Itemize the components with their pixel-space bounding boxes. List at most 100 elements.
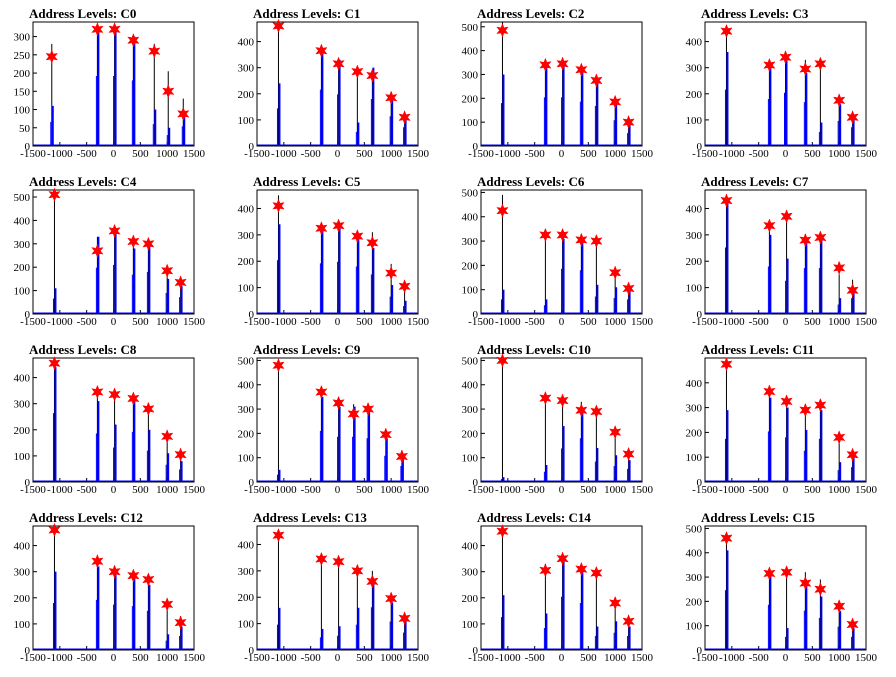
x-tick-label: -500 (77, 148, 98, 160)
y-tick-label: 100 (238, 283, 255, 295)
x-tick-label: 500 (132, 652, 149, 664)
peak-marker (384, 591, 398, 606)
peak-marker (846, 110, 859, 125)
peak-marker (720, 23, 733, 39)
peak-marker (174, 615, 187, 630)
x-tick-label: 1500 (183, 652, 206, 664)
y-tick-label: 400 (238, 37, 255, 49)
y-tick-label: 100 (462, 619, 479, 631)
y-tick-label: 400 (14, 215, 31, 227)
peak-marker (832, 599, 846, 614)
peak-marker (590, 73, 603, 88)
x-tick-label: 0 (783, 484, 789, 496)
y-tick-label: 100 (238, 453, 255, 465)
peak-marker (799, 232, 812, 248)
x-tick-label: -1500 (244, 484, 270, 496)
y-tick-label: 500 (462, 187, 479, 199)
peak-marker (398, 279, 411, 294)
x-tick-label: 1500 (855, 484, 878, 496)
peak-marker (608, 595, 622, 611)
x-tick-label: 1500 (407, 484, 430, 496)
x-tick-label: -1500 (244, 148, 270, 160)
peak-marker (351, 64, 364, 79)
x-tick-label: -1000 (495, 652, 521, 664)
peak-marker (332, 218, 345, 233)
peak-marker (539, 563, 552, 578)
peak-marker (91, 384, 104, 400)
peak-marker (398, 611, 411, 626)
peak-marker (556, 227, 569, 243)
peak-marker (48, 522, 61, 538)
y-tick-label: 100 (462, 285, 479, 297)
y-tick-label: 100 (14, 451, 31, 463)
peak-marker (351, 563, 364, 579)
y-tick-label: 400 (462, 212, 479, 224)
x-tick-label: -1500 (20, 652, 46, 664)
peak-marker (127, 568, 140, 583)
y-tick-label: 50 (19, 123, 31, 135)
x-tick-label: 500 (804, 484, 821, 496)
peak-marker (814, 230, 827, 245)
y-tick-label: 200 (462, 428, 479, 440)
x-tick-label: 500 (356, 652, 373, 664)
x-tick-label: -500 (77, 484, 98, 496)
peak-marker (142, 236, 155, 252)
y-tick-label: 400 (238, 380, 255, 392)
x-tick-label: 1000 (604, 316, 627, 328)
peak-marker (379, 427, 393, 442)
panel-c2: Address Levels: C20100200300400500-1500-… (462, 6, 654, 160)
y-tick-label: 200 (462, 593, 479, 605)
x-tick-label: 1000 (380, 316, 403, 328)
y-tick-label: 100 (238, 619, 255, 631)
y-tick-label: 200 (14, 425, 31, 437)
panel-title: Address Levels: C9 (253, 342, 361, 357)
panel-c11: Address Levels: C11 0 100 200 300 400 -1500 -10… (686, 342, 878, 496)
peak-marker (315, 221, 328, 236)
peak-marker (590, 404, 603, 419)
peak-marker (361, 401, 375, 417)
x-tick-label: -500 (525, 316, 546, 328)
x-tick-label: -500 (301, 652, 322, 664)
y-tick-label: 300 (462, 69, 479, 81)
y-tick-label: 0 (249, 645, 255, 657)
x-tick-label: -1500 (692, 484, 718, 496)
panel-title: Address Levels: C5 (253, 174, 361, 189)
plot-frame (704, 525, 867, 651)
peak-marker (799, 402, 812, 418)
peak-marker (779, 50, 792, 65)
y-tick-label: 300 (238, 566, 255, 578)
panel-title: Address Levels: C14 (477, 510, 591, 525)
peak-marker (160, 263, 174, 278)
peak-marker (160, 429, 174, 444)
x-tick-label: 1000 (380, 652, 403, 664)
panel-c5: Address Levels: C5 0 100 200 300 400 -1500 -100… (238, 174, 430, 328)
x-tick-label: -1000 (47, 148, 73, 160)
x-tick-label: 500 (132, 316, 149, 328)
x-tick-label: -1000 (271, 652, 297, 664)
y-tick-label: 400 (686, 378, 703, 390)
x-tick-label: 0 (111, 148, 117, 160)
y-tick-label: 200 (238, 592, 255, 604)
y-tick-label: 400 (238, 539, 255, 551)
y-tick-label: 200 (686, 256, 703, 268)
x-tick-label: 500 (804, 316, 821, 328)
peak-marker (814, 56, 827, 71)
y-tick-label: 200 (14, 262, 31, 274)
x-tick-label: 1000 (156, 148, 179, 160)
panel-title: Address Levels: C4 (29, 174, 137, 189)
y-tick-label: 300 (686, 572, 703, 584)
panel-c1: Address Levels: C1 0 100 200 300 400 -1500 -100… (238, 6, 430, 160)
y-tick-label: 300 (14, 399, 31, 411)
peak-marker (272, 528, 285, 543)
x-tick-label: 1500 (631, 652, 654, 664)
y-tick-label: 0 (697, 645, 703, 657)
x-tick-label: 1000 (828, 148, 851, 160)
y-tick-label: 300 (238, 404, 255, 416)
peak-marker (108, 223, 121, 239)
peak-marker (91, 22, 104, 37)
x-tick-label: -1000 (719, 652, 745, 664)
peak-marker (608, 94, 622, 110)
x-tick-label: -1500 (20, 148, 46, 160)
peak-marker (366, 68, 379, 83)
